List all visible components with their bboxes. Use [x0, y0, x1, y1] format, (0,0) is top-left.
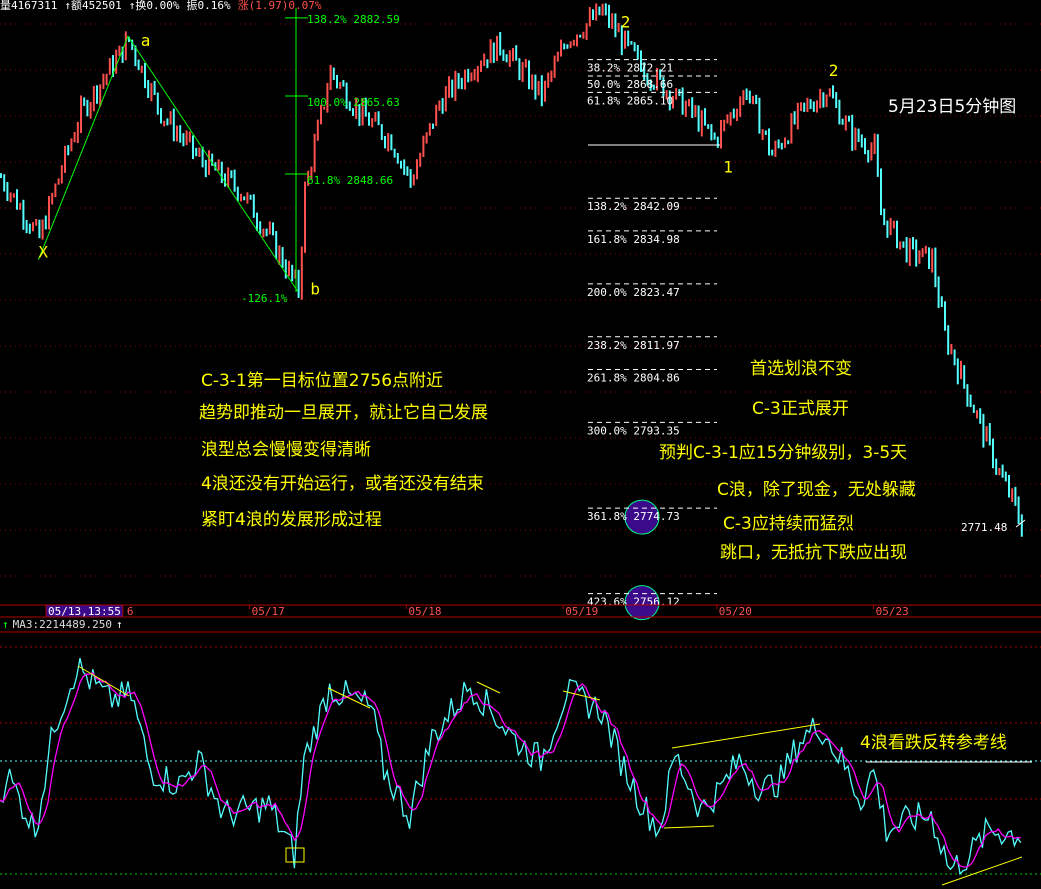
wave-label: 1 — [723, 157, 733, 176]
fib-label: 300.0% 2793.35 — [587, 424, 680, 437]
wave-label: a — [141, 31, 151, 50]
note: 预判C-3-1应15分钟级别，3-5天 — [659, 443, 907, 463]
fib-label: 200.0% 2823.47 — [587, 286, 680, 299]
indicator-note: 4浪看跌反转参考线 — [860, 733, 1007, 753]
note: 趋势即推动一旦展开，就让它自己发展 — [199, 403, 488, 423]
date-tick-label: 05/20 — [719, 605, 752, 618]
note: C-3正式展开 — [752, 399, 849, 419]
price-grid — [0, 23, 1041, 577]
low-marker-box — [285, 847, 305, 863]
cursor-date-box — [45, 604, 124, 618]
zigzag-line — [37, 35, 299, 292]
trend-line — [77, 665, 130, 697]
last-price-pointer — [1015, 519, 1026, 528]
header-change: 涨(1.97)0.07% — [238, 0, 322, 12]
fib-label: 38.2% 2872.21 — [587, 62, 673, 75]
fib-label: 261.8% 2804.86 — [587, 371, 680, 384]
cursor-date-label: 05/13,13:55 — [48, 605, 121, 618]
note: 紧盯4浪的发展形成过程 — [201, 510, 382, 530]
fib-low-label: -126.1% — [241, 292, 288, 305]
note: C浪，除了现金，无处躲藏 — [717, 480, 916, 500]
note: 4浪还没有开始运行，或者还没有结束 — [201, 474, 484, 494]
indicator-grid — [0, 646, 1041, 875]
date-tick-label: 05/23 — [876, 605, 909, 618]
trend-line — [562, 690, 601, 701]
fib-label: 138.2% 2842.09 — [587, 200, 680, 213]
overlays: 138.2% 2882.59 100.0% 2865.63 61.8% 2848.6… — [37, 8, 1026, 621]
fib-label: 423.6% 2756.12 — [587, 596, 680, 609]
fib-label: 161.8% 2834.98 — [587, 233, 680, 246]
notes-right: 首选划浪不变 C-3正式展开 预判C-3-1应15分钟级别，3-5天 C浪，除了… — [659, 359, 916, 563]
chart-title: 5月23日5分钟图 — [888, 97, 1016, 117]
cursor-date-suffix: 6 — [127, 605, 134, 618]
note: 浪型总会慢慢变得清晰 — [201, 439, 371, 460]
trend-line — [476, 681, 501, 694]
trend-line — [663, 825, 715, 829]
trend-line — [327, 687, 371, 709]
fib-label: 61.8% 2865.10 — [587, 94, 673, 107]
wave-label: b — [310, 279, 320, 298]
fib-label: 238.2% 2811.97 — [587, 339, 680, 352]
indicator-ma-line — [0, 672, 1021, 868]
header-amplitude: 振0.16% — [186, 0, 230, 12]
date-tick-label: 05/19 — [565, 605, 598, 618]
note: 跳口，无抵抗下跌应出现 — [720, 543, 907, 563]
indicator-arrow-icon: ↑ — [116, 618, 123, 631]
fib-label: 138.2% 2882.59 — [307, 13, 400, 26]
fib-label: 50.0% 2868.66 — [587, 78, 673, 91]
wave-label: 2 — [621, 13, 631, 32]
indicator-label: MA3:2214489.250 — [13, 618, 112, 631]
note: C-3-1第一目标位置2756点附近 — [201, 371, 443, 391]
indicator-series-line — [0, 658, 1022, 876]
fib-label: 100.0% 2865.63 — [307, 96, 400, 109]
candlesticks — [0, 3, 1023, 537]
last-price-label: 2771.48 — [961, 521, 1007, 534]
date-tick-label: 05/18 — [408, 605, 441, 618]
header-turnover: ↑换0.00% — [129, 0, 180, 12]
wave-label: X — [38, 243, 48, 262]
trend-line — [941, 856, 1023, 886]
header-amount: ↑额452501 — [64, 0, 121, 12]
date-tick-label: 05/17 — [252, 605, 285, 618]
note: C-3应持续而猛烈 — [723, 514, 854, 534]
indicator-arrow-icon: ↑ — [2, 618, 9, 631]
notes-left: C-3-1第一目标位置2756点附近 趋势即推动一旦展开，就让它自己发展 浪型总… — [199, 371, 488, 530]
fib-label: 361.8% 2774.73 — [587, 510, 680, 523]
fib-label: 61.8% 2848.66 — [307, 174, 393, 187]
note: 首选划浪不变 — [750, 359, 852, 379]
date-axis: 05/17 05/18 05/19 05/20 05/23 — [249, 605, 909, 618]
indicator-lines — [0, 658, 1032, 886]
wave-label: 2 — [829, 61, 839, 80]
header-volume: 量4167311 — [0, 0, 57, 12]
trend-line — [671, 723, 821, 749]
